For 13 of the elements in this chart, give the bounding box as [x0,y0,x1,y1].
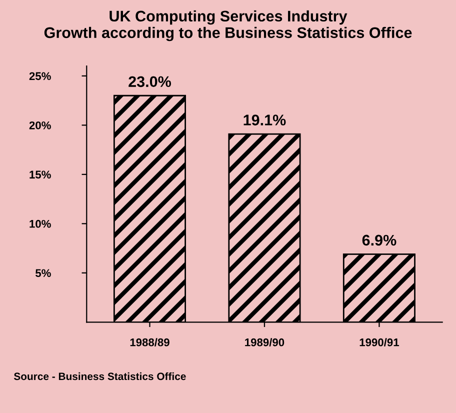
y-tick-label: 25% [29,72,51,80]
data-label: 23.0% [128,76,172,88]
y-tick-label: 5% [36,269,51,278]
data-label: 6.9% [362,234,396,246]
chart-title: UK Computing Services Industry Growth according to the Business Statistics Office [44,10,412,42]
y-tick-label: 20% [29,121,51,130]
x-tick-label: 1988/89 [130,338,170,346]
source-note: Source - Business Statistics Office [14,372,186,380]
y-tick-label: 15% [30,170,51,179]
x-tick-label: 1990/91 [360,338,399,346]
y-tick-label: 10% [30,220,51,228]
x-tick-label: 1989/90 [245,338,284,346]
data-label: 19.1% [244,114,286,126]
